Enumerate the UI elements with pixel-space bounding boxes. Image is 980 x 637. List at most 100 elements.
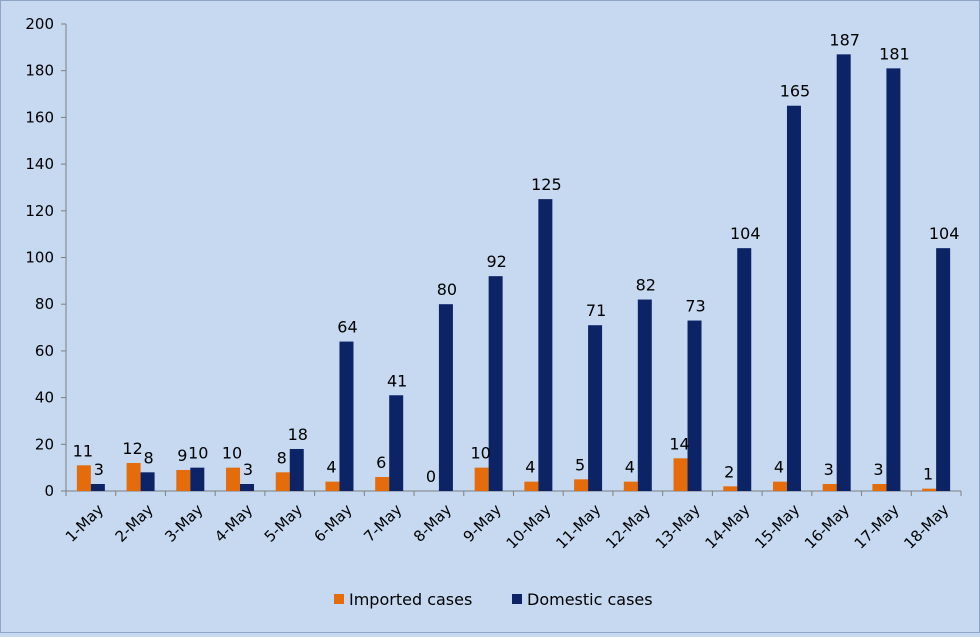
imported-cases-label: 4 [326,458,336,477]
y-tick-label: 80 [35,295,54,313]
imported-cases-bar [772,481,787,491]
domestic-cases-bar [886,68,901,492]
x-tick-label: 17-May [851,500,903,552]
domestic-cases-bar [90,483,105,491]
domestic-cases-bar [140,472,155,491]
x-tick-label: 15-May [751,500,803,552]
imported-cases-label: 2 [724,462,734,481]
imported-cases-bar [226,467,241,491]
imported-cases-label: 4 [625,458,635,477]
domestic-cases-bar [438,304,453,491]
domestic-cases-bar [836,54,851,491]
legend-label-domestic: Domestic cases [527,590,653,609]
imported-cases-label: 3 [873,460,883,479]
domestic-cases-label: 92 [486,252,506,271]
domestic-cases-bar [538,199,553,491]
y-tick-label: 0 [44,482,54,500]
y-tick-label: 120 [25,202,54,220]
imported-cases-bar [375,476,390,491]
x-tick-label: 14-May [702,500,754,552]
x-tick-label: 1-May [62,500,107,545]
imported-cases-label: 11 [73,441,93,460]
x-tick-label: 11-May [552,500,604,552]
imported-cases-bar [126,462,141,491]
x-tick-label: 16-May [801,500,853,552]
y-tick-label: 180 [25,62,54,80]
domestic-cases-label: 104 [730,224,761,243]
x-tick-label: 9-May [460,500,505,545]
domestic-cases-bar [936,248,951,491]
domestic-cases-bar [289,448,304,491]
imported-cases-bar [574,479,589,491]
imported-cases-bar [822,483,837,491]
domestic-cases-bar [190,467,205,491]
domestic-cases-bar [488,276,503,491]
chart-bars [76,54,951,492]
imported-cases-label: 12 [122,439,142,458]
imported-cases-label: 8 [277,448,287,467]
y-tick-label: 200 [25,15,54,33]
legend-label-imported: Imported cases [349,590,472,609]
imported-cases-label: 4 [525,458,535,477]
y-tick-label: 60 [35,342,54,360]
domestic-cases-label: 10 [188,444,208,463]
y-tick-label: 100 [25,249,54,267]
chart-legend: Imported cases Domestic cases [334,590,653,609]
domestic-cases-label: 181 [879,44,910,63]
imported-cases-bar [623,481,638,491]
domestic-cases-bar [687,320,702,491]
x-tick-label: 2-May [112,500,157,545]
imported-cases-bar [922,488,937,491]
x-tick-label: 8-May [410,500,455,545]
domestic-cases-bar [240,483,255,491]
legend-swatch-domestic [512,594,522,604]
x-tick-label: 12-May [602,500,654,552]
imported-cases-bar [474,467,489,491]
domestic-cases-label: 125 [531,175,562,194]
imported-cases-label: 5 [575,455,585,474]
y-tick-label: 40 [35,389,54,407]
x-tick-label: 18-May [900,500,952,552]
domestic-cases-label: 187 [829,30,860,49]
imported-cases-bar [176,469,191,491]
y-tick-label: 160 [25,108,54,126]
domestic-cases-label: 80 [437,280,457,299]
imported-cases-label: 0 [426,467,436,486]
domestic-cases-bar [588,325,603,491]
imported-cases-bar [325,481,340,491]
domestic-cases-label: 82 [636,276,656,295]
imported-cases-bar [76,465,91,491]
y-tick-label: 140 [25,155,54,173]
x-tick-label: 3-May [161,500,206,545]
domestic-cases-label: 71 [586,301,606,320]
domestic-cases-label: 73 [685,297,705,316]
domestic-cases-bar [737,248,752,491]
imported-cases-label: 10 [222,444,242,463]
imported-cases-label: 1 [923,465,933,484]
imported-cases-label: 6 [376,453,386,472]
imported-cases-label: 14 [669,434,689,453]
domestic-cases-label: 8 [143,448,153,467]
imported-cases-bar [872,483,887,491]
domestic-cases-bar [339,341,354,491]
domestic-cases-label: 18 [288,425,308,444]
domestic-cases-label: 165 [780,82,811,101]
x-tick-label: 13-May [652,500,704,552]
x-tick-label: 5-May [261,500,306,545]
imported-cases-label: 9 [177,446,187,465]
domestic-cases-label: 104 [929,224,960,243]
x-tick-label: 4-May [211,500,256,545]
imported-cases-bar [275,472,290,491]
domestic-cases-bar [389,395,404,491]
domestic-cases-bar [786,105,801,491]
imported-cases-bar [723,486,738,491]
imported-cases-bar [524,481,539,491]
imported-cases-bar [673,458,688,491]
x-tick-label: 6-May [310,500,355,545]
legend-swatch-imported [334,594,344,604]
domestic-cases-bar [637,299,652,491]
domestic-cases-label: 41 [387,371,407,390]
